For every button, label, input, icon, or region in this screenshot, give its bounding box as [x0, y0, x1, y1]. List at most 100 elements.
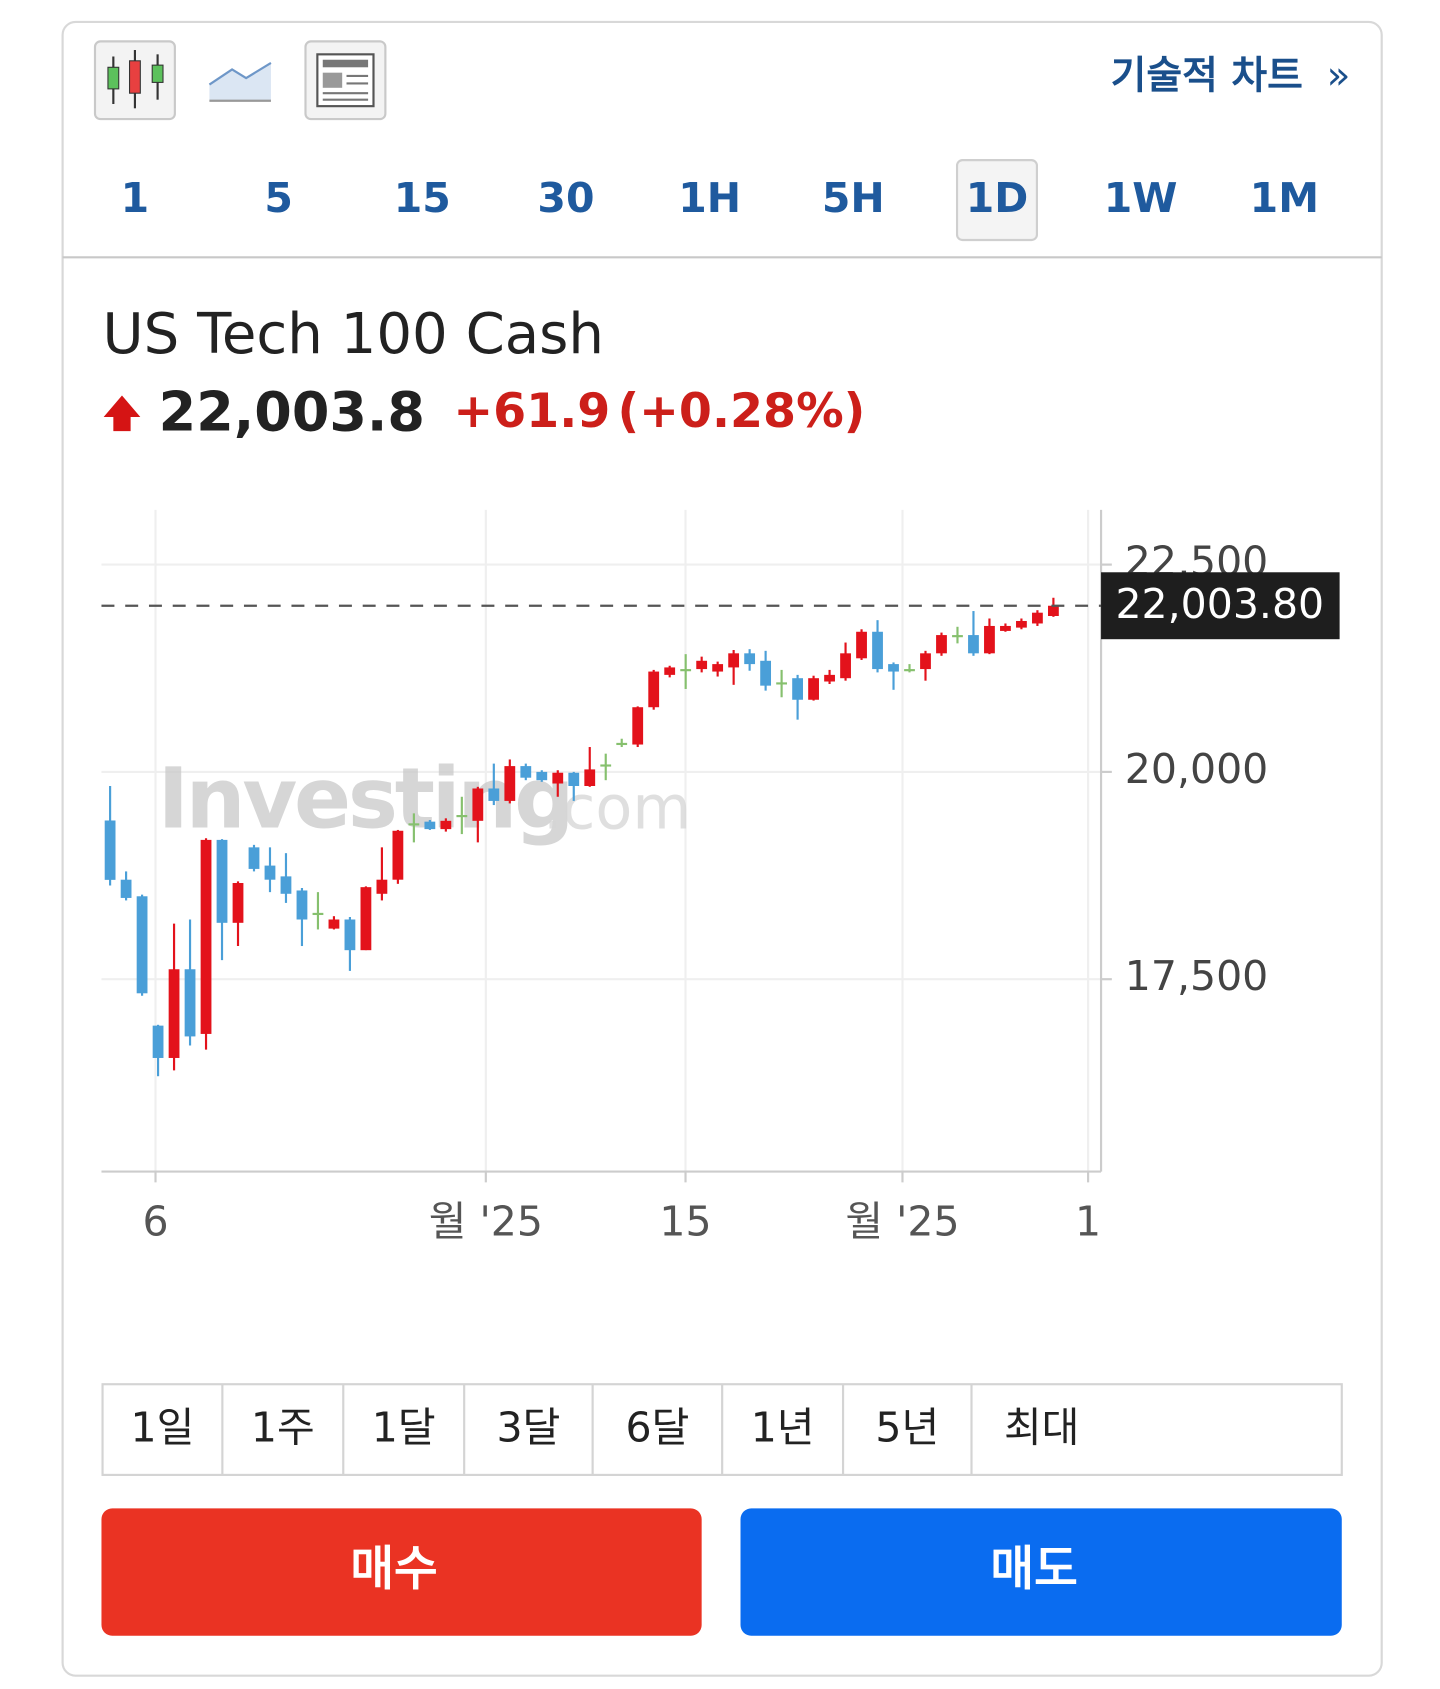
candle-body — [776, 682, 788, 685]
candle-body — [808, 678, 819, 700]
candle-body — [168, 969, 180, 1058]
interval-tab[interactable]: 1W — [1104, 174, 1178, 222]
candle-body — [232, 883, 244, 923]
link-arrow[interactable]: » — [1327, 54, 1351, 99]
interval-tab[interactable]: 1H — [678, 174, 741, 222]
candle-icon-button[interactable] — [93, 40, 176, 121]
sell-button[interactable] — [740, 1508, 1342, 1636]
candle-body — [376, 879, 388, 894]
candle-body — [440, 820, 452, 830]
price: 22,003.8 — [159, 381, 425, 444]
interval-tab[interactable]: 15 — [394, 174, 451, 222]
price-change: +61.9 — [453, 384, 610, 439]
candle-body — [888, 664, 899, 672]
range-tab[interactable]: 5년 — [875, 1404, 939, 1452]
x-tick-label: 월 '25 — [429, 1197, 543, 1245]
instrument-name: US Tech 100 Cash — [103, 302, 604, 367]
watermark-suffix: .com — [543, 774, 691, 844]
card — [61, 20, 1383, 1677]
candle-body — [920, 653, 931, 670]
y-tick-label: 20,000 — [1125, 745, 1268, 793]
candle-body — [104, 820, 116, 880]
x-tick-label: 월 '25 — [845, 1197, 959, 1245]
interval-tab[interactable]: 1D — [966, 174, 1029, 222]
y-tick-label: 17,500 — [1125, 952, 1268, 1000]
candle-body — [184, 969, 196, 1037]
technical-chart-link[interactable]: 기술적 차트 — [1111, 54, 1303, 99]
range-tab[interactable]: 1주 — [251, 1404, 315, 1452]
candle-body — [744, 653, 756, 665]
candle-body — [120, 879, 132, 898]
candle-body — [152, 1025, 164, 1058]
candle-body — [200, 839, 212, 1034]
candle-body — [472, 788, 484, 821]
range-tab[interactable]: 1일 — [131, 1404, 195, 1452]
candle-body — [520, 766, 532, 778]
range-tab[interactable]: 1년 — [751, 1404, 815, 1452]
candle-body — [904, 669, 915, 672]
candle-body — [248, 847, 260, 869]
candle-body — [872, 631, 883, 670]
candle-body — [664, 667, 676, 675]
candle-body — [760, 660, 772, 686]
candle-body — [424, 821, 436, 830]
candle-body — [1048, 605, 1059, 617]
candle-body — [216, 839, 228, 923]
candle-body — [296, 890, 308, 920]
last-price-label: 22,003.80 — [1115, 580, 1324, 628]
candle-body — [488, 788, 500, 801]
candle-body — [600, 764, 612, 767]
range-tab[interactable]: 6달 — [625, 1404, 689, 1452]
candle-body — [696, 660, 708, 670]
candle-body — [280, 876, 292, 894]
candle-body — [728, 653, 740, 668]
range-tab[interactable]: 3달 — [496, 1404, 560, 1452]
candle-body — [584, 769, 596, 786]
candle-body — [312, 912, 324, 916]
candle-body — [136, 896, 148, 994]
candle-body — [264, 865, 276, 880]
candle-body — [968, 635, 979, 654]
interval-tab[interactable]: 5H — [822, 174, 885, 222]
candle-body — [840, 653, 851, 679]
candle-body — [360, 887, 372, 951]
candle-body — [552, 772, 564, 784]
interval-tab[interactable]: 5 — [264, 174, 293, 222]
candle-body — [984, 625, 995, 654]
candle-body — [712, 664, 724, 672]
candle-body — [328, 919, 340, 929]
sell-label[interactable]: 매도 — [990, 1542, 1077, 1597]
interval-tab[interactable]: 1M — [1250, 174, 1319, 222]
x-tick-label: 15 — [659, 1197, 711, 1245]
candle-body — [1016, 620, 1027, 628]
candle-body — [1032, 612, 1043, 624]
candle-body — [648, 671, 660, 708]
up-arrow — [103, 395, 141, 432]
buy-button[interactable] — [101, 1508, 702, 1636]
price-change-percent: (+0.28%) — [617, 384, 865, 439]
candle-body — [632, 707, 644, 745]
table-icon-button[interactable] — [304, 40, 387, 121]
candle-body — [408, 823, 420, 826]
candle-body — [680, 669, 692, 672]
candle-body — [616, 742, 628, 746]
range-tab[interactable]: 1달 — [372, 1404, 436, 1452]
line-icon-button[interactable] — [208, 62, 272, 102]
active-interval-box — [955, 159, 1039, 242]
candle-body — [824, 674, 835, 682]
candle-body — [456, 815, 468, 818]
candle-body — [952, 635, 963, 638]
candle-body — [792, 678, 803, 700]
interval-tab[interactable]: 30 — [537, 174, 594, 222]
candle-body — [392, 830, 404, 880]
candle-body — [856, 631, 867, 659]
last-price-box — [1101, 572, 1340, 640]
buy-label[interactable]: 매수 — [350, 1542, 437, 1597]
interval-tab[interactable]: 1 — [121, 174, 150, 222]
x-tick-label: 1 — [1075, 1197, 1101, 1245]
range-tab[interactable]: 최대 — [1004, 1404, 1079, 1452]
candle-body — [344, 919, 356, 951]
candle-body — [936, 635, 947, 654]
candle-body — [568, 772, 580, 786]
